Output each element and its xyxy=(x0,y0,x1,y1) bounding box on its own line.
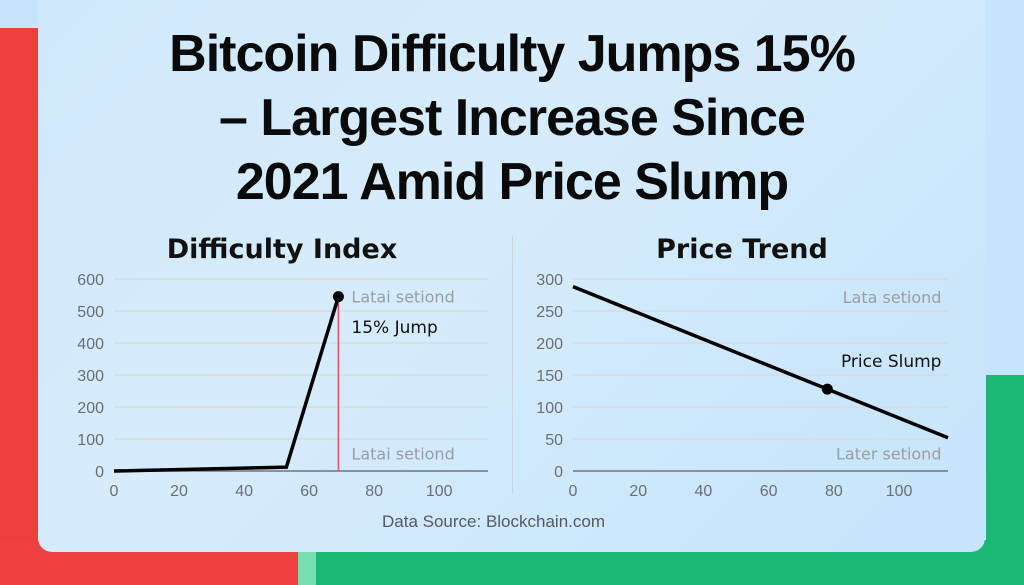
y-tick-label: 0 xyxy=(554,464,563,481)
x-tick-label: 0 xyxy=(110,483,119,500)
content-card xyxy=(38,0,985,552)
red-accent-block-left xyxy=(0,28,38,585)
y-tick-label: 200 xyxy=(77,400,104,417)
y-tick-label: 300 xyxy=(77,368,104,385)
x-tick-label: 20 xyxy=(170,483,188,500)
annotation-label: 15% Jump xyxy=(351,318,437,338)
difficulty-index-chart: Difficulty Index 0 100 200 300 400 500 600 0 20 40… xyxy=(77,234,488,500)
faint-annotation-label: Later setiond xyxy=(836,445,941,464)
highlight-point xyxy=(821,383,833,395)
x-tick-label: 60 xyxy=(300,483,318,500)
y-tick-label: 100 xyxy=(536,400,563,417)
faint-annotation-label: Latai setiond xyxy=(351,288,454,307)
x-tick-label: 40 xyxy=(695,483,713,500)
series-line xyxy=(572,285,949,440)
y-tick-label: 0 xyxy=(95,464,104,481)
headline: Bitcoin Difficulty Jumps 15% – Largest I… xyxy=(0,22,1024,214)
y-tick-label: 400 xyxy=(77,336,104,353)
faint-annotation-label: Lata setiond xyxy=(843,288,942,307)
headline-line-1: Bitcoin Difficulty Jumps 15% xyxy=(169,25,856,83)
y-tick-label: 500 xyxy=(77,304,104,321)
y-tick-label: 600 xyxy=(77,272,104,289)
x-tick-label: 60 xyxy=(760,483,778,500)
y-tick-label: 150 xyxy=(536,368,563,385)
series-line xyxy=(113,296,341,473)
x-tick-label: 100 xyxy=(426,483,453,500)
y-tick-label: 300 xyxy=(536,272,563,289)
x-tick-label: 100 xyxy=(886,483,913,500)
x-tick-label: 40 xyxy=(235,483,253,500)
headline-line-2: – Largest Increase Since xyxy=(219,89,806,147)
y-tick-label: 50 xyxy=(545,432,563,449)
x-tick-label: 80 xyxy=(825,483,843,500)
green-accent-block-right xyxy=(986,375,1024,585)
highlight-point xyxy=(332,291,344,303)
price-trend-chart: Price Trend 0 50 100 150 200 250 300 0 20 40 60 80 10… xyxy=(536,234,949,500)
x-tick-label: 80 xyxy=(365,483,383,500)
y-tick-label: 250 xyxy=(536,304,563,321)
y-tick-label: 200 xyxy=(536,336,563,353)
y-tick-label: 100 xyxy=(77,432,104,449)
chart-title: Difficulty Index xyxy=(167,234,398,265)
headline-line-3: 2021 Amid Price Slump xyxy=(235,153,789,211)
chart-divider xyxy=(512,236,513,494)
x-tick-label: 0 xyxy=(569,483,578,500)
x-tick-label: 20 xyxy=(629,483,647,500)
data-source-caption: Data Source: Blockchain.com xyxy=(382,512,605,531)
chart-title: Price Trend xyxy=(656,234,828,265)
faint-annotation-label: Latai setiond xyxy=(351,444,454,463)
annotation-label: Price Slump xyxy=(841,352,942,372)
